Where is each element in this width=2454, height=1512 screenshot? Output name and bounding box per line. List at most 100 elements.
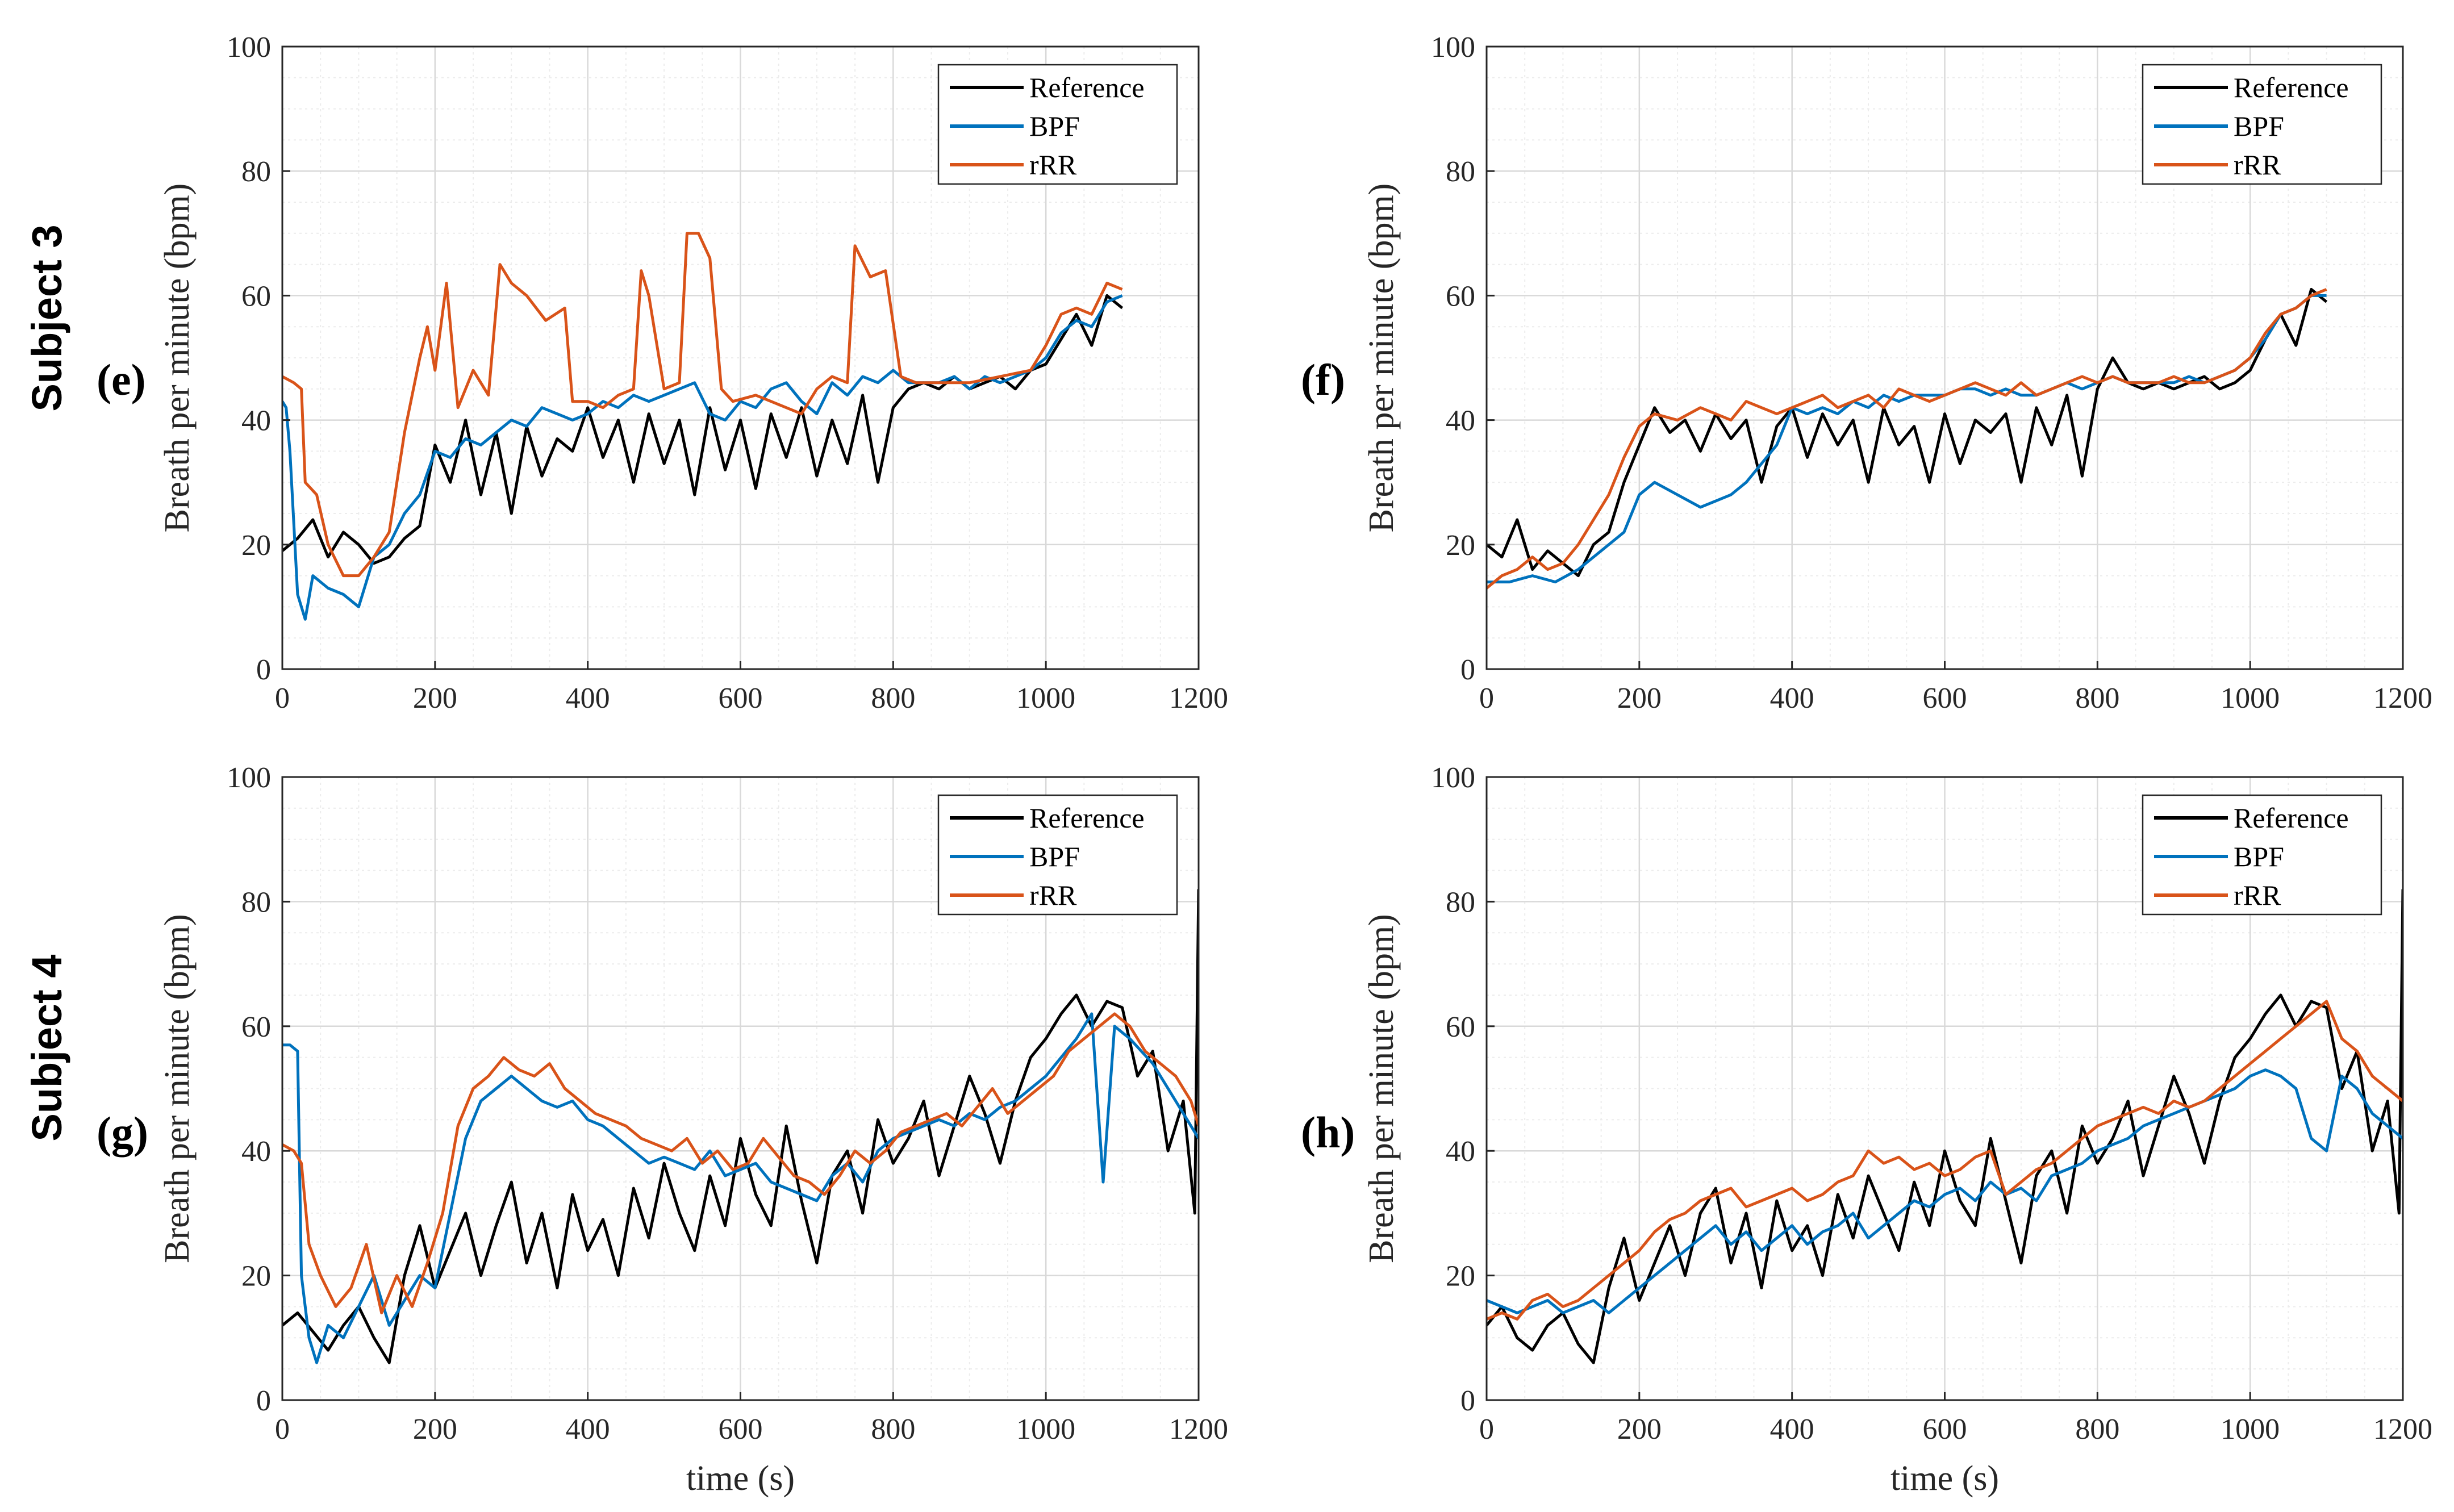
legend-label-rrr: rRR (2234, 149, 2281, 181)
x-axis-label: time (s) (1890, 1459, 1999, 1498)
x-tick-label: 1000 (2221, 682, 2280, 715)
y-tick-label: 100 (1431, 762, 1475, 794)
y-tick-label: 60 (1446, 1011, 1475, 1043)
y-tick-label: 60 (1446, 280, 1475, 312)
panel-letter: (h) (1301, 1108, 1355, 1157)
y-tick-label: 0 (256, 654, 271, 686)
legend: Reference BPF rRR (937, 64, 1178, 185)
legend-label-reference: Reference (1029, 72, 1145, 103)
x-tick-label: 400 (566, 1413, 610, 1446)
x-tick-label: 0 (1479, 682, 1494, 715)
x-tick-label: 800 (2075, 682, 2119, 715)
legend-label-rrr: rRR (1029, 879, 1077, 911)
x-tick-label: 1000 (1016, 682, 1075, 715)
y-tick-label: 100 (227, 762, 271, 794)
y-tick-label: 100 (227, 31, 271, 64)
x-tick-label: 400 (566, 682, 610, 715)
y-axis-label: Breath per minute (bpm) (1362, 183, 1401, 533)
x-tick-label: 1200 (2373, 682, 2432, 715)
series-line-rrr (282, 1012, 1199, 1314)
legend-label-rrr: rRR (2234, 879, 2281, 911)
series-group (1487, 287, 2328, 590)
chart-panel-e: 0 200 400 600 800 1000 1200 0 20 40 60 80 100 Breath … (97, 31, 1228, 715)
x-tick-label: 1000 (2221, 1413, 2280, 1446)
legend-label-bpf: BPF (2234, 841, 2284, 872)
legend-label-reference: Reference (2234, 72, 2349, 103)
y-tick-label: 80 (1446, 156, 1475, 188)
x-tick-label: 1000 (1016, 1413, 1075, 1446)
y-axis-label: Breath per minute (bpm) (158, 914, 197, 1263)
x-tick-label: 600 (719, 1413, 763, 1446)
series-line-reference (1487, 889, 2403, 1364)
x-tick-label: 0 (275, 1413, 290, 1446)
legend-label-reference: Reference (1029, 802, 1145, 834)
y-tick-label: 20 (241, 1260, 271, 1293)
x-tick-label: 1200 (2373, 1413, 2432, 1446)
series-group (282, 889, 1199, 1364)
series-line-rrr (1487, 288, 2327, 590)
legend-label-bpf: BPF (1029, 110, 1080, 142)
x-tick-label: 200 (413, 682, 457, 715)
series-line-bpf (282, 1012, 1199, 1364)
x-tick-label: 400 (1770, 682, 1814, 715)
y-tick-label: 100 (1431, 31, 1475, 64)
legend: Reference BPF rRR (2142, 794, 2382, 916)
y-tick-label: 80 (1446, 886, 1475, 918)
series-line-reference (1487, 287, 2328, 578)
x-tick-label: 800 (871, 682, 915, 715)
y-tick-label: 20 (1446, 1260, 1475, 1293)
legend: Reference BPF rRR (937, 794, 1178, 916)
y-axis-label: Breath per minute (bpm) (158, 183, 197, 533)
y-tick-label: 60 (241, 280, 271, 312)
y-tick-label: 40 (1446, 1135, 1475, 1168)
series-group (282, 232, 1124, 621)
x-tick-label: 1200 (1169, 682, 1228, 715)
y-tick-label: 0 (1460, 654, 1475, 686)
x-tick-label: 1200 (1169, 1413, 1228, 1446)
series-line-reference (282, 294, 1124, 565)
x-axis-label: time (s) (686, 1459, 795, 1498)
legend-label-reference: Reference (2234, 802, 2349, 834)
series-line-bpf (282, 294, 1123, 621)
panel-letter: (e) (97, 355, 146, 404)
x-tick-label: 600 (1923, 682, 1967, 715)
y-tick-label: 80 (241, 886, 271, 918)
row-label-subject-3: Subject 3 (23, 225, 70, 412)
chart-panel-h: 0 200 400 600 800 1000 1200 0 20 40 60 80 100 Breath … (1301, 762, 2432, 1498)
x-tick-label: 600 (1923, 1413, 1967, 1446)
x-tick-label: 800 (871, 1413, 915, 1446)
x-tick-label: 200 (1617, 682, 1662, 715)
y-tick-label: 20 (1446, 529, 1475, 562)
panel-letter: (g) (97, 1108, 148, 1157)
series-line-rrr (282, 232, 1123, 578)
y-tick-label: 60 (241, 1011, 271, 1043)
series-group (1487, 889, 2403, 1364)
x-tick-label: 0 (275, 682, 290, 715)
y-axis-label: Breath per minute (bpm) (1362, 914, 1401, 1263)
x-tick-label: 600 (719, 682, 763, 715)
series-line-bpf (1487, 1068, 2403, 1314)
x-tick-label: 800 (2075, 1413, 2119, 1446)
y-tick-label: 40 (241, 1135, 271, 1168)
x-tick-label: 0 (1479, 1413, 1494, 1446)
y-tick-label: 0 (1460, 1385, 1475, 1417)
series-line-bpf (1487, 294, 2327, 584)
y-tick-label: 0 (256, 1385, 271, 1417)
row-label-subject-4: Subject 4 (23, 955, 70, 1142)
x-tick-label: 200 (413, 1413, 457, 1446)
y-tick-label: 40 (241, 405, 271, 437)
panel-letter: (f) (1301, 355, 1345, 404)
series-line-rrr (1487, 1000, 2403, 1321)
chart-panel-f: 0 200 400 600 800 1000 1200 0 20 40 60 80 100 Breath … (1301, 31, 2432, 715)
legend-label-rrr: rRR (1029, 149, 1077, 181)
x-tick-label: 200 (1617, 1413, 1662, 1446)
chart-panel-g: 0 200 400 600 800 1000 1200 0 20 40 60 80 100 Breath … (97, 762, 1228, 1498)
legend: Reference BPF rRR (2142, 64, 2382, 185)
legend-label-bpf: BPF (1029, 841, 1080, 872)
y-tick-label: 20 (241, 529, 271, 562)
legend-label-bpf: BPF (2234, 110, 2284, 142)
x-tick-label: 400 (1770, 1413, 1814, 1446)
y-tick-label: 80 (241, 156, 271, 188)
y-tick-label: 40 (1446, 405, 1475, 437)
